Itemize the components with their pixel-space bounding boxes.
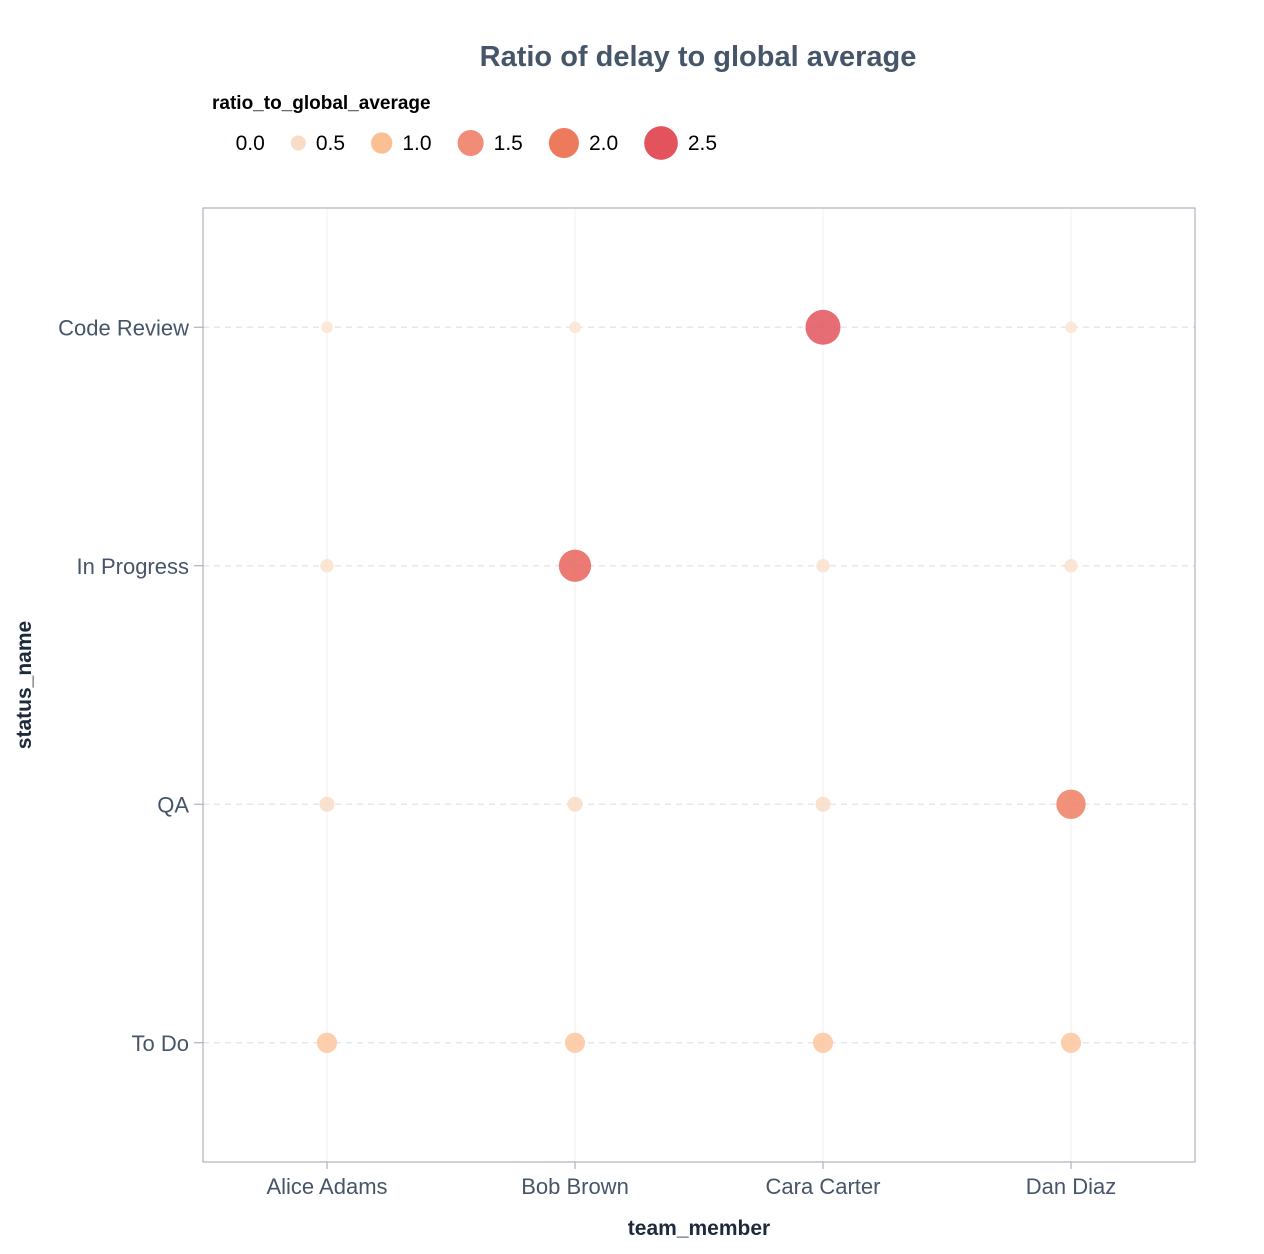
legend-label: 0.0 bbox=[236, 132, 265, 155]
legend-label: 1.0 bbox=[402, 132, 431, 155]
plot-frame bbox=[202, 207, 1196, 1163]
legend-label: 2.5 bbox=[688, 132, 717, 155]
legend-swatch bbox=[290, 135, 306, 151]
data-points bbox=[316, 309, 1086, 1053]
y-tick-label: Code Review bbox=[58, 315, 189, 340]
x-axis-title: team_member bbox=[628, 1217, 770, 1240]
data-point bbox=[1056, 789, 1086, 819]
legend-label: 0.5 bbox=[316, 132, 345, 155]
y-tick-label: To Do bbox=[132, 1031, 189, 1056]
legend-label: 2.0 bbox=[589, 132, 618, 155]
data-point bbox=[812, 1032, 834, 1053]
legend-swatch bbox=[644, 126, 678, 160]
x-tick-label: Alice Adams bbox=[266, 1174, 387, 1199]
data-point bbox=[558, 549, 592, 582]
data-point bbox=[569, 321, 581, 334]
data-point bbox=[816, 559, 830, 573]
legend-swatch bbox=[548, 127, 579, 159]
data-point bbox=[564, 1032, 586, 1053]
data-point bbox=[1060, 1032, 1082, 1053]
y-axis: To Do QA In Progress Code Review bbox=[58, 315, 203, 1056]
chart-title: Ratio of delay to global average bbox=[480, 41, 917, 73]
legend-swatch bbox=[371, 132, 393, 154]
y-tick-label: In Progress bbox=[77, 554, 190, 579]
data-point bbox=[805, 309, 841, 345]
data-point bbox=[567, 796, 583, 812]
legend: 0.0 0.5 1.0 1.5 2.0 2.5 bbox=[224, 126, 717, 160]
data-point bbox=[320, 559, 334, 573]
grid bbox=[203, 208, 1195, 1162]
legend-label: 1.5 bbox=[494, 132, 523, 155]
data-point bbox=[316, 1032, 338, 1053]
legend-swatch bbox=[457, 129, 484, 157]
data-point bbox=[321, 321, 333, 334]
legend-swatch bbox=[224, 142, 226, 144]
x-tick-label: Dan Diaz bbox=[1026, 1174, 1116, 1199]
data-point bbox=[815, 796, 831, 812]
y-axis-title: status_name bbox=[13, 621, 36, 749]
legend-title: ratio_to_global_average bbox=[212, 93, 431, 114]
data-point bbox=[1064, 559, 1078, 573]
x-axis: Alice Adams Bob Brown Cara Carter Dan Diaz bbox=[266, 1162, 1116, 1199]
x-tick-label: Bob Brown bbox=[521, 1174, 629, 1199]
x-tick-label: Cara Carter bbox=[766, 1174, 881, 1199]
data-point bbox=[319, 796, 335, 812]
data-point bbox=[1065, 321, 1077, 334]
y-tick-label: QA bbox=[157, 792, 189, 817]
